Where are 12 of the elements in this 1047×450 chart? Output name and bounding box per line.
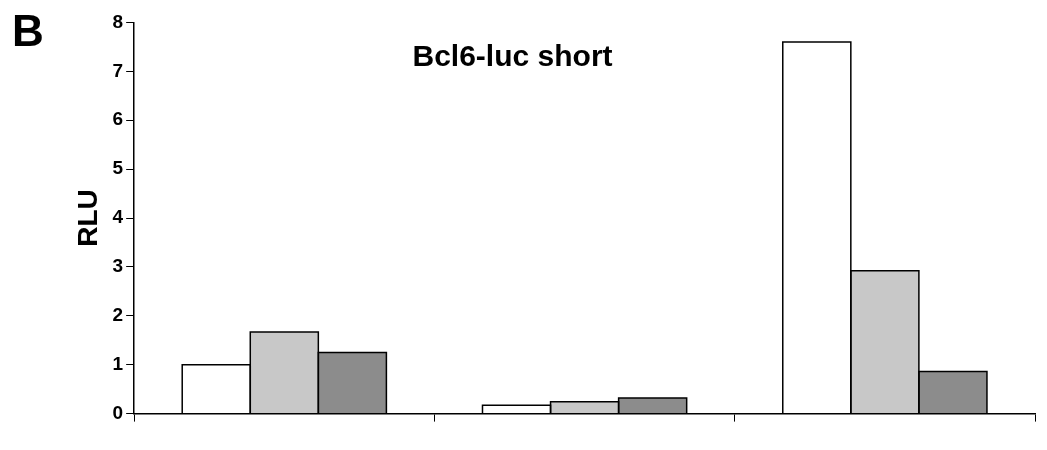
y-tick-label: 1 xyxy=(112,352,124,374)
y-tick-label: 6 xyxy=(112,108,124,130)
y-tick-label: 7 xyxy=(112,59,124,81)
y-tick-label: 0 xyxy=(112,401,124,423)
y-tick-label: 4 xyxy=(112,206,124,228)
y-tick-label: 3 xyxy=(112,255,124,277)
y-tick-label: 8 xyxy=(112,10,124,32)
y-axis-title: RLU xyxy=(71,189,103,247)
y-tick-label: 5 xyxy=(112,157,124,179)
y-tick-label: 2 xyxy=(112,304,124,326)
text: B xyxy=(12,6,44,56)
text: Bcl6-luc short xyxy=(412,38,613,72)
